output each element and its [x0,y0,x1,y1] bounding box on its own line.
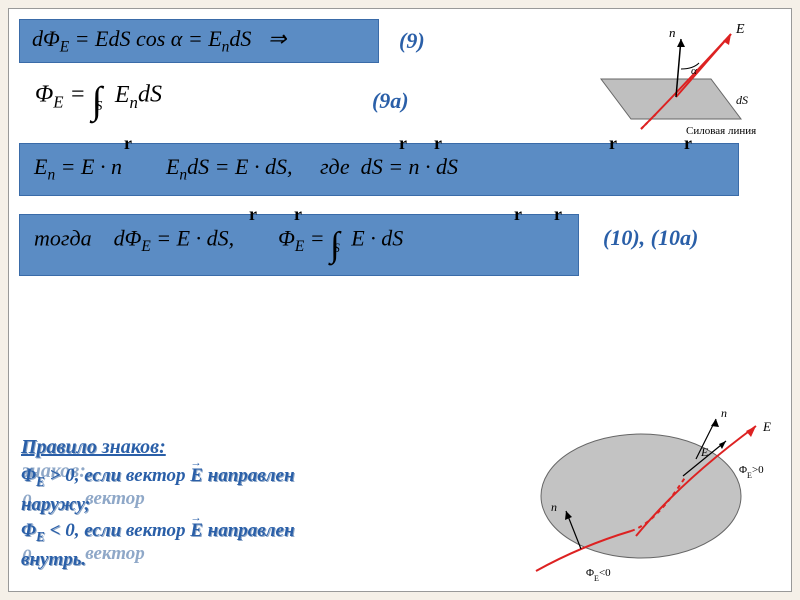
sign-rules-title: Правило знаков: Правило знаков: [21,436,166,459]
eq10-label: (10), (10а) [603,225,698,250]
sign-line-neg: ΦE < 0,ΦE < 0, если вектор если вектор E… [21,520,501,545]
r-mark: r [514,204,522,225]
row-eq10: r r r r тогда dΦE = E · dS, ΦE = ∫S E · … [19,214,781,276]
E-label: E⃗ [735,22,755,37]
slide: dΦE = EdS cos α = EndS ⇒ (9) ΦE = ∫S End… [8,8,792,592]
alpha-label: α [691,65,697,77]
caption: Силовая линия [686,125,756,137]
phi-neg-label: ΦE<0 [586,567,611,581]
n-label-top: n⃗ [721,406,736,420]
r-mark: r [399,133,407,154]
diagram-surface-element: E⃗ n⃗ α dS Силовая линия [581,19,781,139]
r-mark: r [124,133,132,154]
E-label-top: E⃗ [700,445,718,459]
n-label-bot: n⃗ [551,500,566,514]
r-mark: r [554,204,562,225]
diagram-flux-sign: E⃗ n⃗ ΦE>0 n⃗ ΦE<0 E⃗ [521,401,781,581]
r-mark: r [294,204,302,225]
sign-line-pos: ΦE > 0,ΦE > 0, если вектор если вектор E… [21,465,501,490]
sign-line-neg2: внутрь.внутрь. [21,549,86,571]
E-label-outer: E⃗ [762,419,781,434]
eq9-label: (9) [399,28,425,54]
n-label: n⃗ [669,25,686,40]
row-eq-vectors: r r r r r En = E · n EndS = E · dS, где … [19,143,781,195]
eq9a-label: (9а) [372,88,409,114]
dS-label: dS [736,93,748,107]
phi-pos-label: ΦE>0 [739,464,764,480]
r-mark: r [249,204,257,225]
formula-9a: ΦE = ∫S EndS [35,79,162,123]
r-mark: r [434,133,442,154]
sign-rules-block: Правило знаков: Правило знаков: ΦE > 0,Φ… [21,436,501,575]
sign-line-pos2: наружу;наружу; [21,494,90,516]
formula-box-9: dΦE = EdS cos α = EndS ⇒ [19,19,379,63]
